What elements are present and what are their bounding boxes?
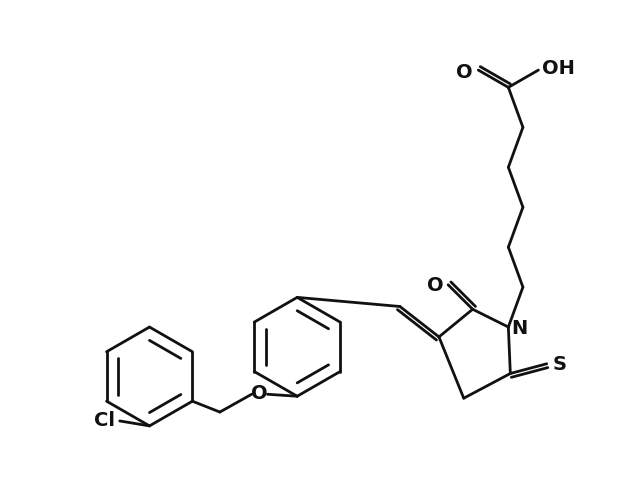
- Text: Cl: Cl: [94, 412, 115, 431]
- Text: O: O: [252, 384, 268, 403]
- Text: O: O: [456, 62, 473, 81]
- Text: N: N: [511, 318, 527, 337]
- Text: S: S: [552, 355, 566, 375]
- Text: OH: OH: [542, 58, 575, 77]
- Text: O: O: [427, 276, 444, 295]
